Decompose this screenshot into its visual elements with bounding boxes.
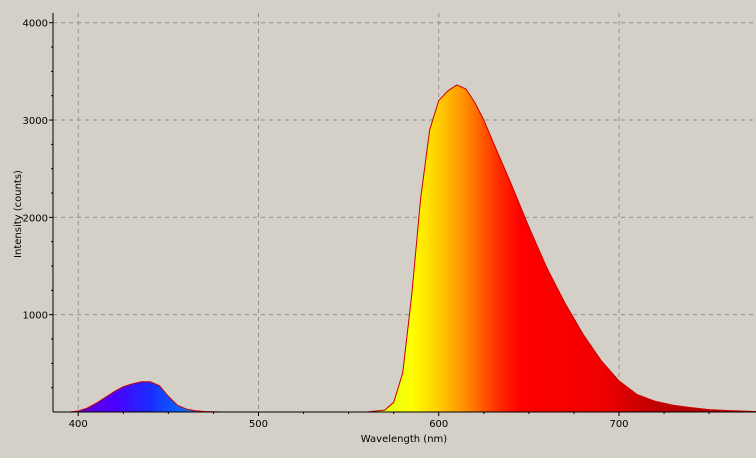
y-tick-label: 4000 [23,19,48,30]
tick-labels: 400 500 600 700 1000 2000 3000 4000 [23,19,629,430]
grid-lines [53,13,756,412]
y-tick-label: 3000 [23,116,48,127]
x-axis-title: Wavelength (nm) [361,434,447,445]
y-tick-label: 2000 [23,213,48,224]
y-tick-label: 1000 [23,311,48,322]
x-tick-label: 400 [69,419,88,430]
x-tick-label: 700 [609,419,628,430]
spectrum-outline [53,84,756,413]
x-tick-label: 500 [249,419,268,430]
spectrum-area [53,85,756,412]
x-tick-label: 600 [429,419,448,430]
axes [49,13,756,416]
y-axis-title: Intensity (counts) [13,170,24,258]
